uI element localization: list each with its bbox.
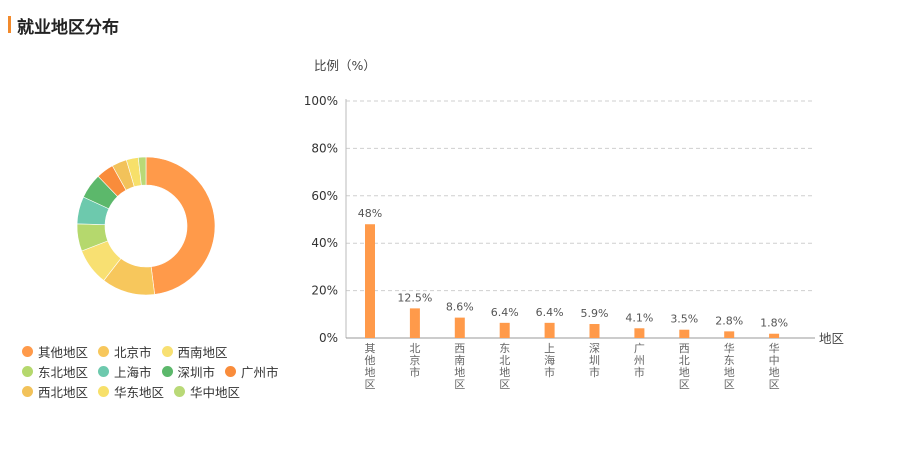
bar[interactable] xyxy=(634,328,645,338)
x-tick-label: 西南地区 xyxy=(454,342,465,391)
y-axis-title: 比例（%） xyxy=(314,58,376,73)
bar-chart: 比例（%） 0% 20% 40% 60% 80% 100% 地区 48% 其他地区 12.5% 北京市… xyxy=(304,58,844,391)
y-tick-label: 0% xyxy=(319,331,338,345)
legend-label: 东北地区 xyxy=(38,364,89,380)
legend-item[interactable]: 华中地区 xyxy=(174,382,240,401)
x-tick-label: 广州市 xyxy=(634,342,645,379)
bar[interactable] xyxy=(454,317,465,338)
x-tick-label: 东北地区 xyxy=(499,342,510,391)
bar-value-label: 6.4% xyxy=(491,306,519,319)
legend-swatch-icon xyxy=(225,365,237,377)
bar-value-label: 2.8% xyxy=(715,314,743,327)
section-header: 就业地区分布 xyxy=(0,0,902,40)
legend-swatch-icon xyxy=(98,385,110,397)
legend-label: 西北地区 xyxy=(38,384,89,400)
x-axis-title: 地区 xyxy=(819,331,844,346)
legend-item[interactable]: 西南地区 xyxy=(161,342,228,361)
y-tick-label: 60% xyxy=(311,189,338,203)
legend-swatch-icon xyxy=(22,345,33,357)
bar[interactable] xyxy=(409,308,420,338)
bar-value-label: 12.5% xyxy=(397,291,432,304)
donut-chart xyxy=(76,156,216,296)
bar-value-label: 1.8% xyxy=(760,317,788,330)
x-tick-label: 上海市 xyxy=(544,342,555,379)
y-tick-label: 80% xyxy=(311,141,338,155)
legend-label: 广州市 xyxy=(241,364,279,380)
legend-item[interactable]: 广州市 xyxy=(225,362,279,381)
legend-row: 其他地区 北京市 西南地区 xyxy=(22,341,302,361)
bar[interactable] xyxy=(499,322,510,338)
donut-legend: 其他地区 北京市 西南地区东北地区 上海市 深圳市 广州市西北地区 华东地区 华中地区 xyxy=(22,341,302,401)
x-tick-label: 华东地区 xyxy=(724,341,735,391)
section-accent-bar xyxy=(8,16,11,33)
legend-label: 华中地区 xyxy=(190,384,241,400)
legend-swatch-icon xyxy=(161,365,173,377)
legend-swatch-icon xyxy=(98,345,110,357)
legend-item[interactable]: 上海市 xyxy=(98,362,152,381)
section-title: 就业地区分布 xyxy=(17,18,119,38)
legend-label: 上海市 xyxy=(114,364,152,380)
bar[interactable] xyxy=(589,324,600,338)
legend-swatch-icon xyxy=(22,365,33,377)
legend-row: 西北地区 华东地区 华中地区 xyxy=(22,381,302,401)
legend-swatch-icon xyxy=(22,385,33,397)
y-tick-label: 100% xyxy=(304,94,338,108)
bar-value-label: 3.5% xyxy=(670,313,698,326)
bar[interactable] xyxy=(769,333,780,338)
y-tick-label: 40% xyxy=(311,236,338,250)
x-tick-label: 北京市 xyxy=(409,342,420,379)
bar-value-label: 6.4% xyxy=(536,306,564,319)
bar-value-label: 4.1% xyxy=(625,311,653,324)
x-tick-label: 西北地区 xyxy=(679,342,690,391)
legend-swatch-icon xyxy=(98,365,110,377)
legend-swatch-icon xyxy=(161,345,173,357)
bar-value-label: 5.9% xyxy=(581,307,609,320)
donut-slice xyxy=(137,156,147,186)
bar[interactable] xyxy=(365,224,375,338)
legend-item[interactable]: 东北地区 xyxy=(22,362,88,381)
x-tick-label: 深圳市 xyxy=(589,342,600,379)
legend-label: 北京市 xyxy=(114,344,152,360)
legend-label: 华东地区 xyxy=(114,384,165,400)
bar-value-label: 48% xyxy=(358,207,382,220)
y-tick-label: 20% xyxy=(311,284,338,298)
legend-item[interactable]: 北京市 xyxy=(98,342,152,361)
x-tick-label: 其他地区 xyxy=(365,342,376,391)
bar[interactable] xyxy=(544,322,555,338)
bar[interactable] xyxy=(679,329,690,338)
legend-item[interactable]: 深圳市 xyxy=(161,362,216,381)
legend-item[interactable]: 西北地区 xyxy=(22,382,88,401)
legend-label: 深圳市 xyxy=(177,364,216,380)
bar-value-label: 8.6% xyxy=(446,301,474,314)
legend-item[interactable]: 其他地区 xyxy=(22,342,88,361)
legend-swatch-icon xyxy=(174,385,186,397)
legend-label: 西南地区 xyxy=(177,344,228,360)
legend-item[interactable]: 华东地区 xyxy=(98,382,164,401)
legend-row: 东北地区 上海市 深圳市 广州市 xyxy=(22,361,302,381)
donut-slice xyxy=(145,156,216,295)
legend-label: 其他地区 xyxy=(38,344,89,360)
x-tick-label: 华中地区 xyxy=(769,341,780,391)
bar[interactable] xyxy=(724,331,735,338)
